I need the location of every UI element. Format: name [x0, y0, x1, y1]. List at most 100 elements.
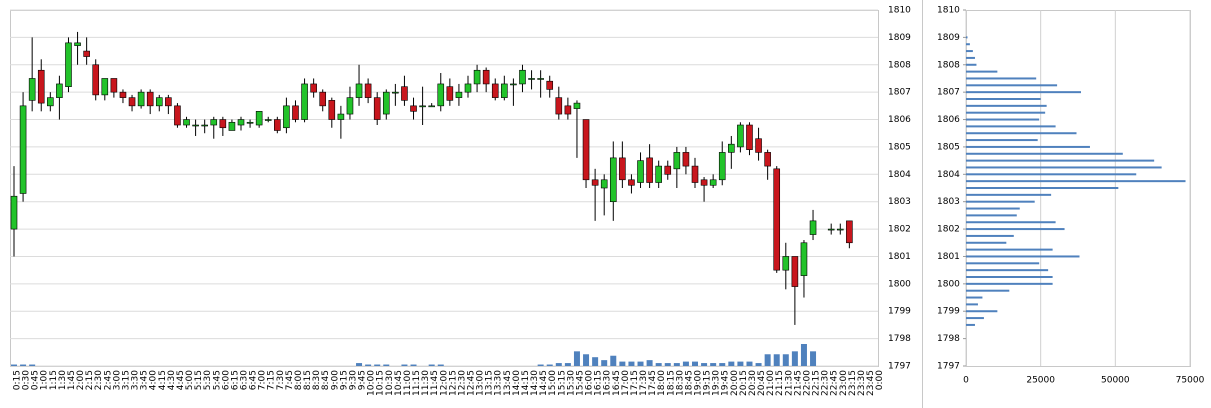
volume-bar — [810, 351, 817, 366]
profile-bar — [966, 166, 1162, 169]
profile-bar — [966, 63, 977, 66]
x-tick-label: 12:00 — [439, 370, 449, 396]
candle-body — [146, 91, 154, 107]
candle-body — [382, 91, 390, 115]
volume-bar — [646, 360, 653, 366]
profile-bar — [966, 193, 1052, 196]
y-tick-label: 1801 — [888, 252, 911, 262]
candle-body — [764, 152, 771, 167]
profile-bar — [966, 70, 998, 73]
x-tick-label: 3:45 — [140, 370, 150, 390]
candle-body — [255, 111, 263, 126]
x-tick-label: 17:00 — [621, 370, 631, 396]
candle-body — [10, 195, 18, 230]
candle-body — [192, 124, 199, 127]
volume-bar — [755, 363, 762, 366]
x-tick-label: 14:15 — [521, 370, 531, 396]
profile-bar — [966, 77, 1037, 80]
x-tick-label: 6:45 — [249, 370, 259, 390]
volume-bar — [664, 363, 671, 366]
volume-bar — [655, 363, 662, 366]
x-tick-label: 15:15 — [557, 370, 567, 396]
candle-body — [510, 83, 517, 86]
x-tick-label: 19:45 — [721, 370, 731, 396]
candle-body — [437, 83, 445, 107]
x-tick-label: 4:45 — [176, 370, 186, 390]
x-tick-label: 11:45 — [430, 370, 440, 396]
candle-body — [74, 42, 81, 46]
candle-body — [83, 50, 90, 57]
volume-bar — [592, 357, 599, 366]
candle-body — [419, 105, 426, 108]
profile-bar — [966, 214, 1017, 217]
x-tick-label: 8:15 — [303, 370, 313, 390]
candle-body — [755, 138, 762, 153]
candle-body — [101, 78, 109, 96]
profile-bar — [966, 139, 1038, 142]
candle-body — [274, 119, 281, 131]
x-tick-label: 2:15 — [85, 370, 95, 390]
candle-body — [682, 152, 690, 167]
volume-bar — [737, 361, 744, 366]
profile-bar — [966, 180, 1186, 183]
x-tick-label: 6:30 — [240, 370, 250, 390]
profile-bar — [966, 282, 1053, 285]
candle-body — [564, 105, 572, 115]
volume-bar — [728, 361, 735, 366]
volume-bar — [782, 354, 789, 366]
x-tick-label: 16:30 — [603, 370, 613, 396]
x-tick-label: 15:00 — [548, 370, 558, 396]
x-tick-label: 7:00 — [258, 370, 268, 390]
candle-body — [700, 179, 708, 186]
candle-body — [246, 121, 254, 124]
y-tick-label: 1804 — [888, 170, 911, 180]
candle-body — [346, 97, 354, 115]
profile-bar — [966, 43, 970, 46]
candle-body — [473, 69, 481, 85]
profile-bar — [966, 132, 1077, 135]
x-tick-label: 25000 — [1026, 376, 1055, 386]
candle-body — [582, 119, 590, 181]
y-tick-label: 1801 — [937, 252, 960, 262]
candle-body — [373, 97, 381, 120]
y-tick-label: 1802 — [937, 225, 960, 235]
candle-body — [537, 78, 544, 80]
profile-bar — [966, 269, 1049, 272]
x-tick-label: 3:00 — [112, 370, 122, 390]
candle-body — [201, 124, 208, 127]
x-tick-label: 3:15 — [121, 370, 131, 390]
candle-body — [283, 105, 290, 129]
x-tick-label: 12:45 — [467, 370, 477, 396]
x-tick-label: 1:00 — [40, 370, 50, 390]
x-tick-label: 10:15 — [376, 370, 386, 396]
volume-bar — [773, 354, 780, 366]
x-tick-label: 20:00 — [730, 370, 740, 396]
y-tick-label: 1805 — [888, 142, 911, 152]
candle-body — [609, 157, 617, 202]
volume-bar — [619, 361, 626, 366]
x-tick-label: 0:15 — [13, 370, 23, 390]
candle-body — [519, 69, 526, 85]
candle-body — [128, 97, 136, 107]
volume-bar — [710, 363, 717, 366]
x-tick-label: 6:15 — [230, 370, 240, 390]
candle-body — [482, 69, 490, 85]
candle-body — [392, 91, 399, 94]
x-tick-label: 20:15 — [739, 370, 749, 396]
x-tick-label: 6:00 — [221, 370, 231, 390]
x-tick-label: 17:30 — [639, 370, 649, 396]
candle-body — [292, 105, 299, 120]
x-tick-label: 9:00 — [330, 370, 340, 390]
profile-bar — [966, 207, 1020, 210]
profile-bar — [966, 255, 1080, 258]
candle-body — [47, 97, 54, 107]
candle-body — [573, 102, 581, 109]
x-tick-label: 0:45 — [31, 370, 41, 390]
x-tick-label: 18:00 — [657, 370, 667, 396]
y-tick-label: 1809 — [937, 33, 960, 43]
profile-bar — [966, 50, 973, 53]
x-tick-label: 23:15 — [848, 370, 858, 396]
y-tick-label: 1807 — [888, 88, 911, 98]
candle-body — [637, 160, 644, 183]
x-tick-label: 5:30 — [203, 370, 213, 390]
